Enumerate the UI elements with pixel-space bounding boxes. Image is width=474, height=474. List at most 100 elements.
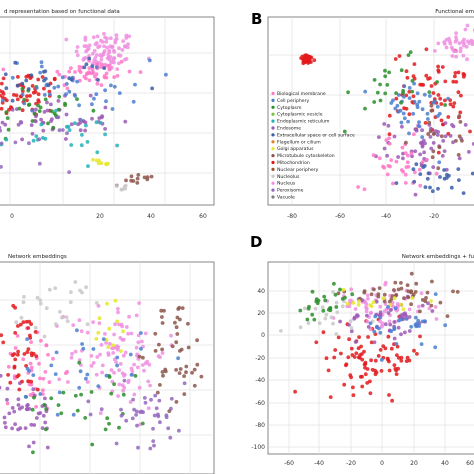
data-point: [136, 333, 141, 338]
data-point: [407, 307, 412, 312]
data-point: [431, 165, 436, 170]
data-point: [73, 280, 78, 284]
data-point: [64, 137, 68, 141]
data-point: [14, 320, 19, 325]
data-point: [41, 392, 45, 396]
data-point: [67, 89, 72, 94]
data-point: [448, 134, 453, 138]
data-point: [332, 281, 336, 286]
data-point: [438, 175, 442, 179]
data-point: [94, 372, 99, 377]
data-point: [396, 155, 400, 159]
data-point: [46, 121, 50, 126]
data-point: [67, 69, 72, 74]
data-point: [366, 296, 370, 301]
data-point: [184, 370, 188, 375]
data-point: [460, 138, 464, 143]
legend-label: Nucleus: [277, 181, 296, 187]
data-point: [399, 358, 404, 363]
legend-marker: [271, 98, 275, 102]
data-point: [121, 392, 126, 397]
data-point: [469, 38, 474, 43]
data-point: [363, 106, 367, 111]
data-point: [331, 290, 335, 294]
data-point: [10, 353, 15, 358]
data-point: [336, 291, 341, 296]
data-point: [29, 365, 34, 370]
data-point: [457, 114, 462, 118]
data-point: [145, 175, 150, 180]
data-point: [176, 356, 181, 361]
data-point: [129, 366, 134, 371]
data-point: [387, 70, 391, 75]
data-point: [412, 132, 416, 137]
data-point: [348, 319, 353, 323]
data-point: [35, 295, 40, 300]
data-point: [90, 442, 95, 447]
data-point: [393, 366, 398, 371]
data-point: [127, 69, 132, 74]
data-point: [0, 373, 3, 378]
data-point: [170, 344, 175, 349]
data-point: [444, 167, 449, 172]
data-point: [140, 339, 144, 344]
data-point: [353, 340, 358, 344]
data-point: [99, 57, 104, 62]
data-point: [47, 380, 52, 385]
data-point: [34, 354, 39, 358]
data-point: [458, 120, 463, 124]
panel-d-xtick-3: 0: [380, 460, 384, 467]
data-point: [448, 102, 453, 107]
data-point: [428, 135, 433, 139]
data-point: [134, 345, 139, 350]
data-point: [454, 38, 459, 42]
data-point: [6, 364, 11, 369]
data-point: [60, 75, 65, 80]
data-point: [169, 333, 173, 338]
data-point: [146, 379, 151, 384]
data-point: [408, 50, 413, 54]
data-point: [36, 77, 41, 82]
data-point: [447, 36, 451, 41]
data-point: [160, 347, 165, 352]
data-point: [37, 109, 42, 113]
data-point: [463, 123, 468, 127]
data-point: [342, 382, 347, 387]
data-point: [135, 181, 140, 185]
data-point: [387, 359, 391, 364]
data-point: [392, 363, 397, 367]
data-point: [64, 37, 69, 42]
data-point: [346, 355, 351, 360]
data-point: [105, 301, 109, 306]
data-point: [435, 104, 440, 109]
data-point: [38, 70, 43, 75]
data-point: [63, 101, 67, 106]
data-point: [427, 90, 432, 94]
data-point: [321, 330, 326, 335]
data-point: [383, 74, 388, 79]
data-point: [392, 326, 397, 331]
data-point: [425, 111, 430, 116]
panel-d-grid: [268, 262, 474, 454]
data-point: [440, 154, 445, 158]
data-point: [127, 34, 132, 39]
data-point: [91, 108, 96, 113]
data-point: [350, 292, 355, 297]
data-point: [440, 65, 445, 69]
data-point: [31, 138, 36, 143]
data-point: [418, 309, 422, 314]
data-point: [400, 124, 404, 129]
data-point: [412, 348, 416, 353]
data-point: [65, 131, 69, 136]
data-point: [89, 354, 94, 358]
data-point: [73, 349, 78, 354]
data-point: [80, 133, 84, 137]
data-point: [142, 396, 147, 400]
data-point: [22, 294, 26, 299]
data-point: [5, 386, 10, 391]
data-point: [105, 36, 109, 41]
data-point: [446, 96, 450, 101]
data-point: [383, 280, 388, 285]
data-point: [443, 79, 448, 84]
